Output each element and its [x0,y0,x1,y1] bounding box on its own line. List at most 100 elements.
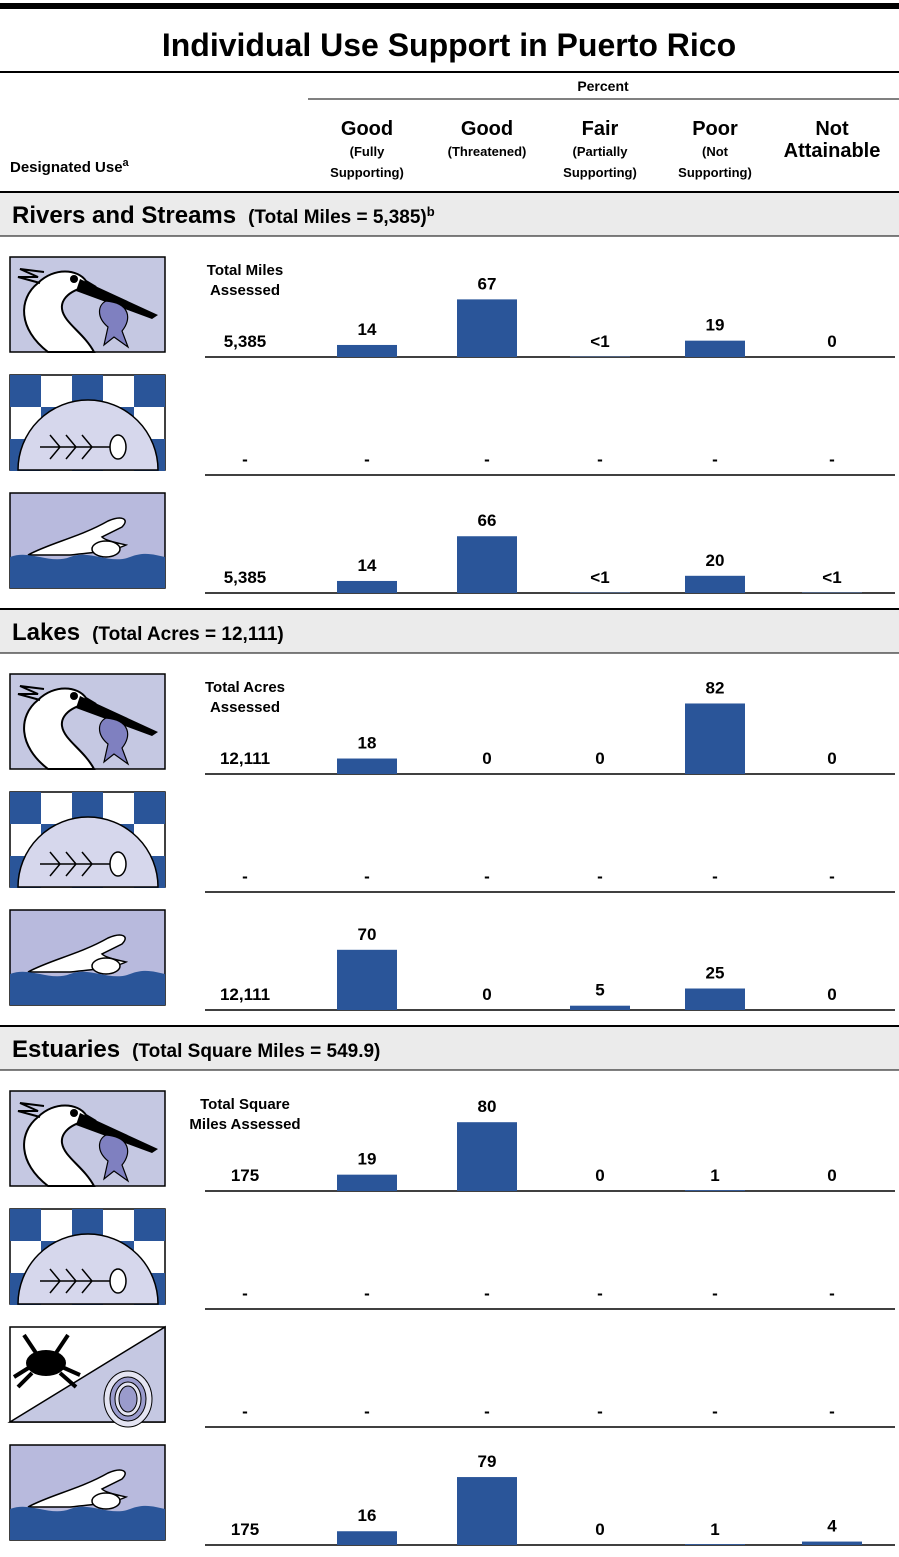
value-label: - [484,1402,490,1421]
value-label: <1 [822,568,841,587]
section-name: Lakes [12,619,80,646]
value-label: 5 [595,981,604,1000]
checker [10,1209,41,1241]
swimmer-head [91,1492,121,1510]
heron-neck [23,270,97,353]
assessed-label: Assessed [210,282,280,299]
bar [685,340,745,357]
designated-use-label: Designated Use [10,159,123,176]
assessed-label: Total Miles [207,262,283,279]
bar [457,299,517,357]
value-label: 79 [478,1452,497,1471]
crab-legs [12,1333,81,1389]
value-label: - [829,867,835,886]
value-label: 70 [358,925,377,944]
water [10,1505,165,1540]
bar [337,580,397,593]
heron-crest [17,685,45,701]
section-total: (Total Square Miles = 549.9) [132,1041,380,1062]
bar [685,575,745,593]
heron-beak [76,279,158,319]
heron-crest [17,1102,45,1118]
bar [337,1531,397,1545]
swimmer-head [91,540,121,558]
value-label: 0 [595,1520,604,1539]
value-label: - [597,867,603,886]
water [10,970,165,1005]
value-label: 16 [358,1506,377,1525]
heron-eye [70,692,78,700]
use-icon [9,256,166,353]
fish [98,1134,130,1183]
value-label: <1 [590,332,609,351]
value-label: - [829,1284,835,1303]
value-label: 25 [706,964,725,983]
value-label: - [712,867,718,886]
value-label: - [712,450,718,469]
water [10,553,165,588]
column-title: Poor [692,118,738,140]
value-label: - [829,1402,835,1421]
bar [457,1122,517,1191]
fish-bones [40,1268,110,1294]
assessed-value: - [242,1402,248,1421]
bar [457,536,517,593]
section-name: Estuaries [12,1036,120,1063]
assessed-label: Assessed [210,699,280,716]
value-label: 0 [827,985,836,1004]
value-label: 14 [358,556,377,575]
column-subtitle: Supporting) [678,165,752,180]
use-icon [9,1208,166,1305]
value-label: 20 [706,551,725,570]
value-label: - [364,450,370,469]
column-title: Fair [582,118,619,140]
heron-neck [23,687,97,770]
fish-head [109,434,127,460]
checker [10,375,41,407]
bar [802,1541,862,1545]
fish-bones [40,851,110,877]
value-label: - [364,867,370,886]
assessed-value: 12,111 [220,749,270,768]
assessed-value: 5,385 [224,568,267,587]
fish-bones [40,434,110,460]
use-icon [9,791,166,888]
value-label: 14 [358,320,377,339]
bar [685,1190,745,1191]
value-label: 4 [827,1517,837,1536]
value-label: 18 [358,734,377,753]
value-label: 0 [827,1166,836,1185]
swimmer-head [91,957,121,975]
bar [685,988,745,1010]
value-label: - [484,867,490,886]
heron-beak [76,1113,158,1153]
checker [134,1209,165,1241]
use-icon [9,909,166,1006]
use-icon [9,374,166,471]
fish-head [109,1268,127,1294]
use-icon [9,1090,166,1187]
bar [337,344,397,357]
bar [337,758,397,774]
section-title: Estuaries (Total Square Miles = 549.9) [12,1036,380,1063]
column-subtitle: (Partially [573,144,629,159]
bar [337,1174,397,1191]
value-label: - [364,1402,370,1421]
column-subtitle: Supporting) [563,165,637,180]
assessed-value: - [242,867,248,886]
assessed-label: Total Acres [205,679,285,696]
assessed-value: 175 [231,1166,259,1185]
checker [134,375,165,407]
value-label: - [597,1402,603,1421]
assessed-label: Miles Assessed [189,1116,300,1133]
use-icon [7,1325,166,1428]
value-label: - [712,1284,718,1303]
oyster [118,1385,138,1413]
value-label: 0 [827,749,836,768]
assessed-label: Total Square [200,1096,290,1113]
value-label: <1 [590,568,609,587]
assessed-value: - [242,450,248,469]
section-band [0,1026,899,1070]
value-label: 66 [478,511,497,530]
